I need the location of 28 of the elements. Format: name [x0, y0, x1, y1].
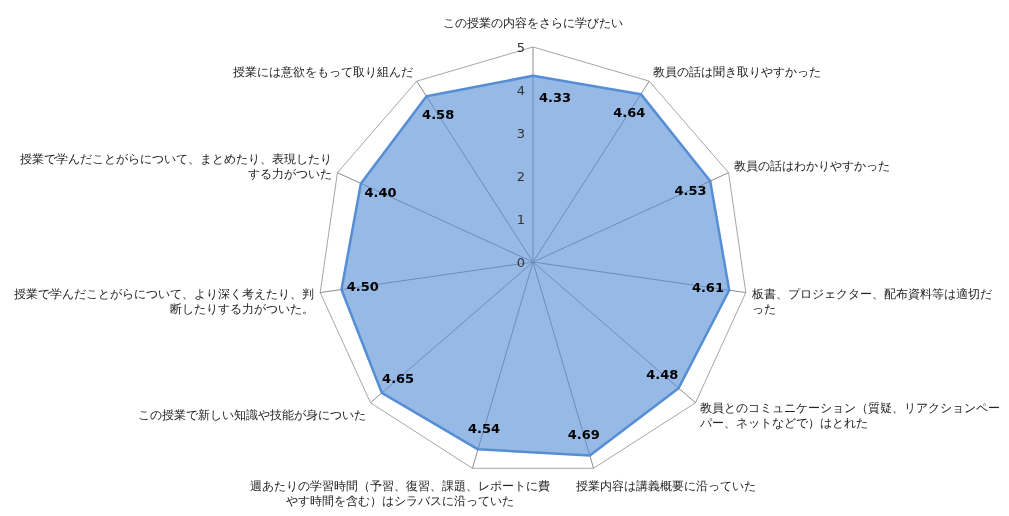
y-tick-label: 2 — [516, 168, 525, 184]
spoke-label: 授業には意欲をもって取り組んだ — [233, 64, 414, 79]
y-tick-label: 4 — [516, 82, 525, 98]
spoke-label: 授業内容は講義概要に沿っていた — [575, 479, 756, 494]
data-label: 4.53 — [674, 182, 707, 198]
y-tick-label: 0 — [516, 254, 525, 270]
data-label: 4.33 — [538, 89, 572, 105]
spoke-label: 教員の話はわかりやすかった — [734, 159, 891, 174]
data-label: 4.65 — [382, 371, 415, 387]
data-label: 4.64 — [613, 104, 646, 120]
spoke-label: 授業で学んだことがらについて、より深く考えたり、判断したりする力がついた。 — [13, 287, 314, 317]
spoke-label: 板書、プロジェクター、配布資料等は適切だった — [751, 287, 993, 317]
spoke-label: 教員とのコミュニケーション（質疑、リアクションペーパー、ネットなどで）はとれた — [699, 400, 1001, 430]
y-tick-label: 1 — [516, 211, 525, 227]
y-tick-label: 3 — [516, 125, 525, 141]
spoke-label: 授業で学んだことがらについて、まとめたり、表現したりする力がついた — [19, 151, 332, 181]
spoke-label: 週あたりの学習時間（予習、復習、課題、レポートに費やす時間を含む）はシラバスに沿っていた — [250, 479, 551, 509]
data-label: 4.69 — [567, 427, 600, 443]
spoke-label: 教員の話は聞き取りやすかった — [652, 64, 821, 79]
spoke-label: この授業の内容をさらに学びたい — [443, 15, 623, 30]
data-label: 4.48 — [646, 366, 679, 382]
data-label: 4.54 — [468, 421, 501, 437]
spoke-label: この授業で新しい知識や技能が身についた — [137, 408, 366, 423]
data-label: 4.50 — [346, 278, 379, 294]
y-tick-label: 5 — [516, 39, 525, 55]
data-label: 4.58 — [422, 106, 455, 122]
data-label: 4.40 — [364, 184, 397, 200]
data-label: 4.61 — [691, 279, 724, 295]
